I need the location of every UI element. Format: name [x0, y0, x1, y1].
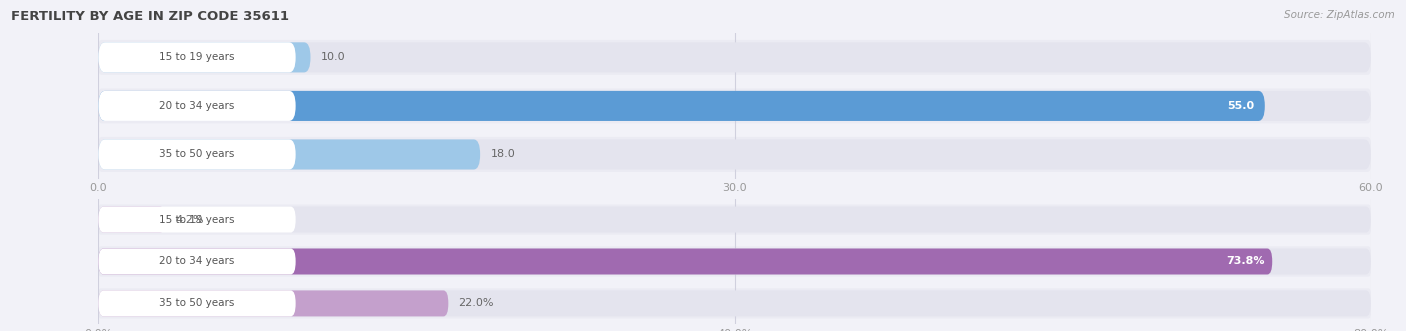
FancyBboxPatch shape	[98, 288, 1371, 318]
Text: 73.8%: 73.8%	[1226, 257, 1264, 266]
FancyBboxPatch shape	[98, 91, 295, 121]
FancyBboxPatch shape	[98, 290, 295, 316]
FancyBboxPatch shape	[98, 290, 449, 316]
Text: 18.0: 18.0	[491, 150, 515, 160]
Text: 35 to 50 years: 35 to 50 years	[159, 299, 235, 308]
Text: FERTILITY BY AGE IN ZIP CODE 35611: FERTILITY BY AGE IN ZIP CODE 35611	[11, 10, 290, 23]
FancyBboxPatch shape	[98, 249, 1371, 274]
FancyBboxPatch shape	[98, 139, 481, 169]
Text: Source: ZipAtlas.com: Source: ZipAtlas.com	[1284, 10, 1395, 20]
Text: 15 to 19 years: 15 to 19 years	[159, 214, 235, 224]
FancyBboxPatch shape	[98, 42, 1371, 72]
FancyBboxPatch shape	[98, 42, 295, 72]
Text: 55.0: 55.0	[1227, 101, 1254, 111]
FancyBboxPatch shape	[98, 205, 1371, 235]
FancyBboxPatch shape	[98, 246, 1371, 277]
FancyBboxPatch shape	[98, 137, 1371, 172]
Text: 22.0%: 22.0%	[458, 299, 494, 308]
FancyBboxPatch shape	[98, 207, 295, 233]
FancyBboxPatch shape	[98, 207, 1371, 233]
FancyBboxPatch shape	[98, 91, 1265, 121]
FancyBboxPatch shape	[98, 139, 1371, 169]
FancyBboxPatch shape	[98, 88, 1371, 123]
FancyBboxPatch shape	[98, 249, 295, 274]
Text: 20 to 34 years: 20 to 34 years	[159, 101, 235, 111]
FancyBboxPatch shape	[98, 290, 1371, 316]
FancyBboxPatch shape	[98, 91, 1371, 121]
FancyBboxPatch shape	[98, 139, 295, 169]
Text: 10.0: 10.0	[321, 52, 346, 62]
Text: 4.2%: 4.2%	[176, 214, 204, 224]
Text: 35 to 50 years: 35 to 50 years	[159, 150, 235, 160]
FancyBboxPatch shape	[98, 249, 1272, 274]
FancyBboxPatch shape	[98, 40, 1371, 75]
FancyBboxPatch shape	[98, 207, 166, 233]
Text: 15 to 19 years: 15 to 19 years	[159, 52, 235, 62]
Text: 20 to 34 years: 20 to 34 years	[159, 257, 235, 266]
FancyBboxPatch shape	[98, 42, 311, 72]
